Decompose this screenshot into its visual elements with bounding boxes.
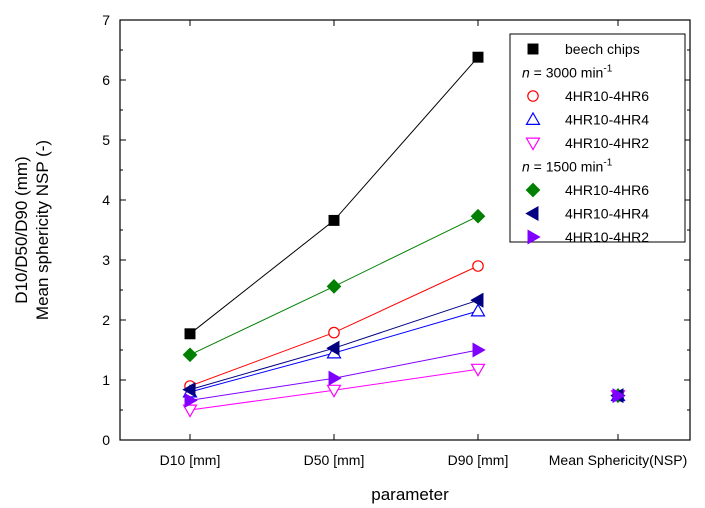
y-tick-label: 7 [102, 12, 110, 28]
legend-label: 4HR10-4HR4 [565, 206, 649, 222]
data-point [326, 279, 342, 294]
data-point [472, 51, 484, 63]
series [184, 342, 626, 408]
legend-marker [525, 182, 541, 198]
legend-label: 4HR10-4HR4 [565, 112, 649, 128]
data-point [182, 382, 196, 398]
y-tick-label: 0 [102, 432, 110, 448]
legend: beech chips n = 3000 min-1 4HR10-4HR6 4HR10… [509, 33, 686, 245]
series [182, 292, 624, 404]
legend-marker [527, 229, 541, 245]
data-point [328, 214, 340, 226]
legend-marker [525, 137, 541, 151]
data-point [326, 384, 342, 398]
data-point [472, 260, 484, 272]
data-point [328, 326, 340, 339]
x-axis-title: parameter [371, 485, 449, 504]
axes: 0 1 2 3 4 5 6 7 D10 [mm] D50 [mm] D90 [mm] Mean Sph… [102, 12, 691, 468]
legend-label: 4HR10-4HR6 [565, 182, 649, 198]
x-tick-label: D10 [mm] [160, 452, 221, 468]
data-point [182, 347, 198, 363]
legend-label: beech chips [565, 41, 640, 57]
data-point [328, 370, 342, 386]
y-tick-label: 6 [102, 72, 110, 88]
legend-group-label: n = 3000 min-1 [522, 64, 613, 81]
y-axis-title-line-2: Mean sphericity NSP (-) [33, 140, 52, 320]
data-point [470, 292, 484, 308]
legend-marker [525, 111, 541, 125]
x-tick-label: D90 [mm] [448, 452, 509, 468]
x-tick-label: Mean Sphericity(NSP) [549, 452, 688, 468]
legend-marker [527, 43, 539, 55]
data-point [470, 208, 486, 224]
series [182, 363, 626, 418]
y-tick-label: 1 [102, 372, 110, 388]
legend-marker [525, 205, 539, 222]
legend-label: 4HR10-4HR2 [565, 229, 649, 245]
series [182, 303, 626, 402]
legend-label: 4HR10-4HR6 [565, 88, 649, 104]
data-point [326, 340, 340, 356]
legend-group-label: n = 1500 min-1 [522, 158, 613, 175]
axis-titles: parameter D10/D50/D90 (mm) Mean spherici… [12, 140, 449, 504]
data-point [184, 328, 196, 340]
x-tick-label: D50 [mm] [304, 452, 365, 468]
y-tick-label: 3 [102, 252, 110, 268]
y-axis-title-line-1: D10/D50/D90 (mm) [12, 156, 31, 303]
legend-marker [527, 90, 539, 102]
legend-label: 4HR10-4HR2 [565, 135, 649, 151]
series-layer [182, 51, 626, 418]
y-tick-label: 5 [102, 132, 110, 148]
y-tick-label: 2 [102, 312, 110, 328]
data-point [182, 404, 198, 418]
data-point [184, 392, 198, 408]
y-tick-label: 4 [102, 192, 110, 208]
data-point [470, 363, 486, 377]
nsp-point [612, 388, 626, 404]
data-point [470, 303, 486, 317]
data-point [472, 342, 486, 358]
